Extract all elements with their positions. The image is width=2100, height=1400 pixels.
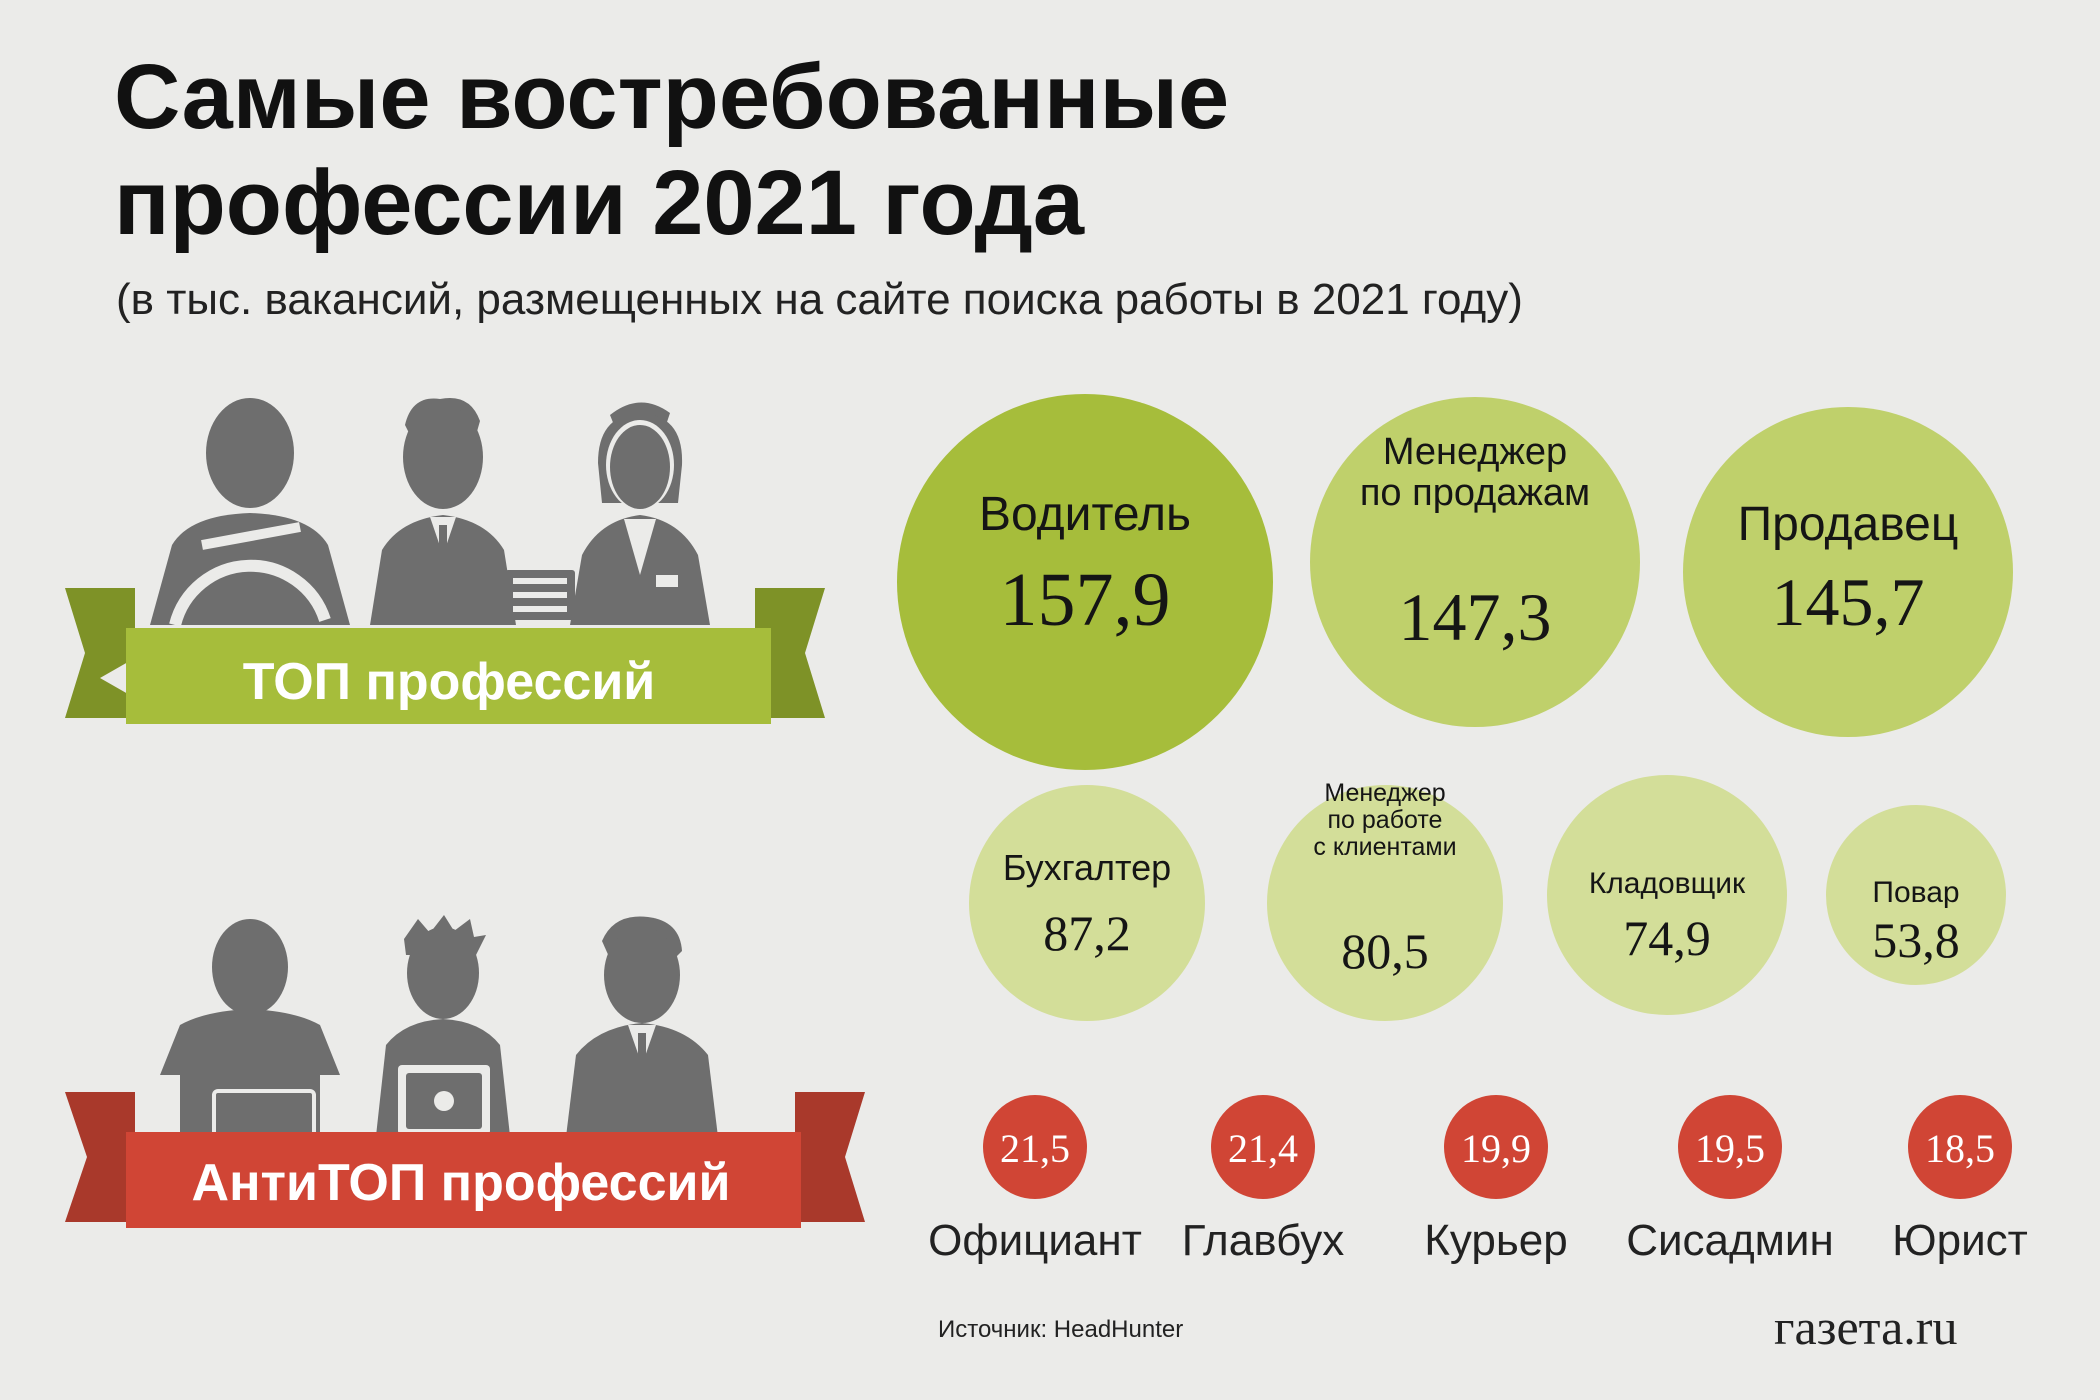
anti-ribbon-label: АнтиТОП профессий bbox=[191, 1154, 731, 1212]
bubble-circle bbox=[1310, 397, 1640, 727]
saleswoman-icon bbox=[570, 402, 710, 625]
bubble-circle bbox=[1683, 407, 2013, 737]
anti-bubble-circle bbox=[1211, 1095, 1315, 1199]
bubble-circle bbox=[897, 394, 1273, 770]
page-subtitle: (в тыс. вакансий, размещенных на сайте п… bbox=[116, 275, 1523, 324]
bubble-circle bbox=[1267, 785, 1503, 1021]
bubble-circle bbox=[969, 785, 1205, 1021]
bubble-label: Менеджер bbox=[1383, 431, 1567, 473]
bubble-label: Бухгалтер bbox=[1003, 847, 1171, 888]
businessman-icon bbox=[370, 397, 575, 625]
anti-bubble-label: Сисадмин bbox=[1626, 1216, 1834, 1265]
anti-bubble-value: 21,4 bbox=[1228, 1126, 1298, 1171]
top-ribbon-label: ТОП профессий bbox=[242, 653, 656, 711]
bubble-label: Продавец bbox=[1738, 498, 1959, 551]
programmer-icon bbox=[375, 915, 511, 1145]
bubble-value: 74,9 bbox=[1623, 910, 1711, 966]
source-note: Источник: HeadHunter bbox=[938, 1316, 1184, 1343]
top-bubble: Продавец 145,7 bbox=[1683, 407, 2013, 737]
bubble-label: Менеджер bbox=[1324, 779, 1445, 807]
anti-bubble: 18,5 Юрист bbox=[1892, 1095, 2028, 1265]
top-ribbon bbox=[65, 588, 825, 724]
lawyer-icon bbox=[565, 916, 719, 1145]
bubble-label: Кладовщик bbox=[1589, 867, 1746, 900]
anti-bubble: 19,5 Сисадмин bbox=[1626, 1095, 1834, 1265]
anti-bubble-value: 19,9 bbox=[1461, 1126, 1531, 1171]
title-line-2: профессии 2021 года bbox=[114, 152, 1085, 254]
top-bubble: Кладовщик 74,9 bbox=[1547, 775, 1787, 1015]
anti-bubble-circle bbox=[983, 1095, 1087, 1199]
bubble-circle bbox=[1547, 775, 1787, 1015]
publisher-logo: газета.ru bbox=[1774, 1299, 1958, 1355]
bubble-value: 147,3 bbox=[1399, 579, 1552, 655]
anti-bubble-value: 19,5 bbox=[1695, 1126, 1765, 1171]
anti-bubble-label: Юрист bbox=[1892, 1216, 2028, 1265]
anti-bubble-value: 21,5 bbox=[1000, 1126, 1070, 1171]
bubble-value: 157,9 bbox=[1000, 558, 1171, 642]
money-stack-icon bbox=[505, 570, 575, 620]
bubble-value: 80,5 bbox=[1341, 923, 1429, 979]
bubble-value: 53,8 bbox=[1872, 912, 1960, 968]
bubble-label: Водитель bbox=[979, 488, 1191, 541]
bubble-value: 87,2 bbox=[1043, 905, 1131, 961]
anti-ribbon bbox=[65, 1092, 865, 1228]
top-bubble: Бухгалтер 87,2 bbox=[969, 785, 1205, 1021]
title-line-1: Самые востребованные bbox=[114, 46, 1230, 148]
top-professions-illustration bbox=[150, 397, 710, 627]
bubble-label: по продажам bbox=[1360, 472, 1590, 514]
anti-bubble-circle bbox=[1908, 1095, 2012, 1199]
bubble-label: Повар bbox=[1872, 876, 1959, 909]
driver-icon bbox=[150, 398, 350, 627]
bubble-label: по работе bbox=[1328, 806, 1443, 834]
bubble-label: с клиентами bbox=[1313, 833, 1456, 861]
anti-bubble: 21,5 Официант bbox=[928, 1095, 1142, 1265]
anti-bubble: 19,9 Курьер bbox=[1424, 1095, 1568, 1265]
anti-bubble-value: 18,5 bbox=[1925, 1126, 1995, 1171]
anti-bubble-label: Главбух bbox=[1182, 1216, 1345, 1265]
page-title: Самые востребованные профессии 2021 года bbox=[114, 44, 1714, 256]
anti-bubble-circle bbox=[1444, 1095, 1548, 1199]
bubble-value: 145,7 bbox=[1772, 564, 1925, 640]
bubble-circle bbox=[1826, 805, 2006, 985]
anti-bubble: 21,4 Главбух bbox=[1182, 1095, 1345, 1265]
anti-bubble-label: Официант bbox=[928, 1216, 1142, 1265]
anti-bubble-label: Курьер bbox=[1424, 1216, 1567, 1265]
top-bubble: Водитель 157,9 bbox=[897, 394, 1273, 770]
anti-bubble-circle bbox=[1678, 1095, 1782, 1199]
